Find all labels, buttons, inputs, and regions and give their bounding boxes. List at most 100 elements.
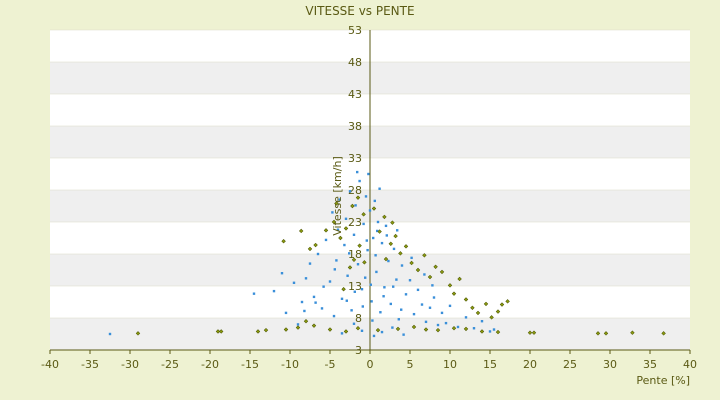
data-point (356, 263, 360, 266)
data-point (303, 319, 309, 324)
data-point (392, 247, 396, 251)
data-point (385, 234, 388, 237)
data-point (463, 297, 469, 302)
data-point (352, 322, 356, 325)
data-point (295, 325, 301, 330)
data-point (390, 220, 395, 225)
data-point (661, 331, 666, 336)
data-point (395, 278, 398, 281)
data-point (492, 328, 496, 331)
data-point (280, 272, 284, 275)
data-point (360, 329, 364, 332)
y-axis-label: Vitesse [km/h] (331, 156, 344, 236)
data-point (431, 284, 434, 287)
data-point (404, 293, 408, 296)
data-point (372, 236, 375, 240)
data-point (392, 285, 395, 288)
data-point (320, 307, 324, 310)
data-point (387, 259, 390, 263)
x-tick-label: 20 (523, 358, 537, 371)
data-point (416, 288, 420, 292)
data-point (432, 296, 436, 299)
data-point (284, 311, 288, 315)
x-tick-label: 25 (563, 358, 577, 371)
data-point (334, 201, 339, 206)
data-point (400, 308, 403, 311)
data-point (341, 287, 346, 292)
y-tick-label: 38 (348, 120, 362, 133)
y-tick-label: 33 (348, 152, 362, 165)
data-point (281, 239, 286, 244)
data-point (374, 254, 377, 257)
data-point (428, 306, 432, 309)
data-point (380, 241, 384, 245)
data-point (410, 256, 413, 260)
data-point (397, 318, 400, 321)
data-point (215, 329, 221, 334)
data-point (488, 330, 492, 333)
data-point (362, 260, 367, 265)
data-point (499, 302, 505, 307)
data-point (382, 214, 387, 220)
data-point (350, 203, 355, 209)
data-point (340, 332, 344, 335)
data-point (316, 252, 320, 256)
data-point (427, 274, 433, 280)
x-tick-label: 5 (407, 358, 414, 371)
data-point (219, 329, 224, 334)
data-point (350, 309, 353, 312)
data-point (423, 327, 429, 332)
data-point (395, 326, 401, 332)
data-point (365, 239, 368, 242)
data-point (457, 276, 462, 282)
data-point (376, 220, 380, 224)
data-point (412, 312, 416, 316)
x-tick-label: -40 (41, 358, 59, 371)
x-tick-label: 40 (683, 358, 697, 371)
data-point (388, 241, 393, 246)
data-point (398, 251, 403, 256)
data-point (357, 243, 362, 248)
data-point (361, 212, 366, 217)
data-point (456, 325, 460, 329)
data-point (408, 279, 412, 282)
data-point (370, 300, 373, 303)
data-point (463, 326, 469, 332)
data-point (422, 253, 427, 258)
data-point (531, 330, 537, 335)
data-point (383, 256, 389, 262)
data-point (371, 206, 377, 211)
data-point (505, 299, 510, 304)
data-point (475, 310, 481, 316)
data-point (380, 330, 384, 334)
data-point (331, 211, 334, 214)
data-point (436, 323, 440, 327)
data-point (322, 285, 325, 288)
data-point (346, 274, 349, 277)
x-tick-label: -15 (241, 358, 259, 371)
data-point (340, 297, 344, 300)
data-points (108, 170, 666, 338)
data-point (444, 321, 448, 325)
data-point (403, 244, 409, 249)
y-tick-label: 48 (348, 56, 362, 69)
data-point (479, 329, 485, 334)
data-point (379, 311, 382, 314)
data-point (351, 257, 357, 262)
data-point (480, 320, 484, 323)
data-point (495, 309, 501, 314)
data-point (364, 195, 368, 198)
data-point (332, 314, 336, 318)
data-point (472, 327, 476, 330)
x-tick-label: -25 (161, 358, 179, 371)
y-tick-label: 18 (348, 248, 362, 261)
x-tick-label: -10 (281, 358, 299, 371)
data-point (391, 326, 394, 329)
data-point (440, 311, 444, 315)
data-point (324, 238, 328, 242)
data-point (307, 246, 313, 252)
data-point (451, 326, 457, 331)
data-point (333, 268, 336, 271)
data-point (354, 204, 357, 207)
